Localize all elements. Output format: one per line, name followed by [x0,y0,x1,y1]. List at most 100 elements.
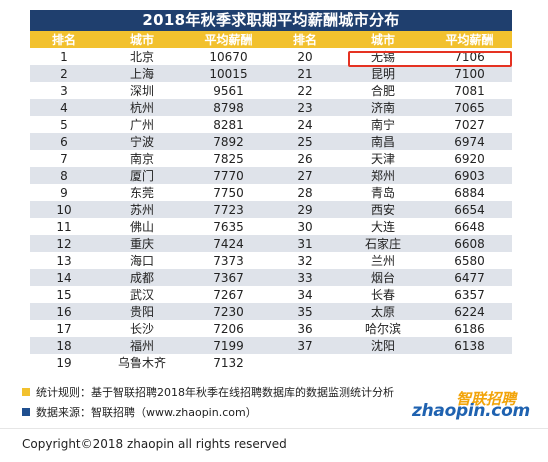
cell-city: 广州 [98,116,186,133]
table-title: 2018年秋季求职期平均薪酬城市分布 [30,10,512,31]
cell-rank: 27 [271,167,339,184]
cell-salary: 6884 [427,184,512,201]
cell-salary: 6974 [427,133,512,150]
cell-salary: 7424 [186,235,271,252]
cell-rank: 13 [30,252,98,269]
cell-rank: 1 [30,48,98,65]
header-city-right: 城市 [339,31,427,48]
cell-rank: 36 [271,320,339,337]
cell-rank: 7 [30,150,98,167]
cell-rank: 19 [30,354,98,371]
cell-salary: 8798 [186,99,271,116]
cell-rank: 31 [271,235,339,252]
cell-rank: 24 [271,116,339,133]
cell-rank: 26 [271,150,339,167]
header-salary-left: 平均薪酬 [186,31,271,48]
cell-salary: 10015 [186,65,271,82]
blue-square-icon [22,408,30,416]
yellow-square-icon [22,388,30,396]
table-row: 17 长沙 7206 36 哈尔滨 6186 [30,320,512,337]
cell-salary: 7635 [186,218,271,235]
note-rule-text: 统计规则：基于智联招聘2018年秋季在线招聘数据库的数据监测统计分析 [36,386,394,399]
cell-city: 南昌 [339,133,427,150]
note-rule: 统计规则：基于智联招聘2018年秋季在线招聘数据库的数据监测统计分析 [22,384,394,400]
cell-rank: 28 [271,184,339,201]
cell-salary: 7825 [186,150,271,167]
cell-salary: 6186 [427,320,512,337]
cell-city: 兰州 [339,252,427,269]
cell-rank: 17 [30,320,98,337]
table-row: 7 南京 7825 26 天津 6920 [30,150,512,167]
cell-city: 深圳 [98,82,186,99]
table-header-row: 排名 城市 平均薪酬 排名 城市 平均薪酬 [30,31,512,48]
cell-rank: 4 [30,99,98,116]
table-row: 19 乌鲁木齐 7132 [30,354,512,371]
footer-divider [0,428,548,429]
table-row: 14 成都 7367 33 烟台 6477 [30,269,512,286]
cell-salary: 6138 [427,337,512,354]
cell-salary: 6920 [427,150,512,167]
cell-rank: 29 [271,201,339,218]
cell-city: 郑州 [339,167,427,184]
table-row: 6 宁波 7892 25 南昌 6974 [30,133,512,150]
table-row: 18 福州 7199 37 沈阳 6138 [30,337,512,354]
cell-salary: 7723 [186,201,271,218]
cell-salary: 6224 [427,303,512,320]
table-row: 2 上海 10015 21 昆明 7100 [30,65,512,82]
cell-salary: 6580 [427,252,512,269]
cell-rank: 20 [271,48,339,65]
cell-salary: 10670 [186,48,271,65]
cell-city: 苏州 [98,201,186,218]
cell-salary: 9561 [186,82,271,99]
table-row: 13 海口 7373 32 兰州 6580 [30,252,512,269]
cell-city: 大连 [339,218,427,235]
table-body: 1 北京 10670 20 无锡 7106 2 上海 10015 21 昆明 7100 3 深圳 9561 2… [30,48,512,371]
cell-city: 昆明 [339,65,427,82]
cell-city: 哈尔滨 [339,320,427,337]
cell-salary: 6357 [427,286,512,303]
cell-city: 佛山 [98,218,186,235]
header-salary-right: 平均薪酬 [427,31,512,48]
cell-rank: 15 [30,286,98,303]
table-row: 11 佛山 7635 30 大连 6648 [30,218,512,235]
cell-salary: 6648 [427,218,512,235]
cell-salary: 6903 [427,167,512,184]
cell-rank: 25 [271,133,339,150]
cell-rank: 23 [271,99,339,116]
cell-rank: 32 [271,252,339,269]
cell-salary: 7027 [427,116,512,133]
note-source-text: 数据来源：智联招聘（www.zhaopin.com） [36,406,257,419]
cell-salary: 7199 [186,337,271,354]
cell-rank: 21 [271,65,339,82]
cell-rank: 33 [271,269,339,286]
cell-salary: 7106 [427,48,512,65]
cell-salary [427,354,512,371]
cell-city: 合肥 [339,82,427,99]
cell-salary: 7367 [186,269,271,286]
zhaopin-logo: 智联招聘 zhaopin.com [412,388,540,428]
cell-city: 宁波 [98,133,186,150]
cell-rank: 12 [30,235,98,252]
cell-salary: 7132 [186,354,271,371]
cell-salary: 7770 [186,167,271,184]
table-row: 15 武汉 7267 34 长春 6357 [30,286,512,303]
cell-city: 福州 [98,337,186,354]
cell-rank: 8 [30,167,98,184]
cell-city: 济南 [339,99,427,116]
cell-city: 武汉 [98,286,186,303]
cell-city: 重庆 [98,235,186,252]
cell-city: 贵阳 [98,303,186,320]
header-city-left: 城市 [98,31,186,48]
cell-salary: 7373 [186,252,271,269]
cell-salary: 7206 [186,320,271,337]
cell-salary: 7065 [427,99,512,116]
cell-salary: 7267 [186,286,271,303]
cell-rank: 22 [271,82,339,99]
cell-city: 无锡 [339,48,427,65]
table-row: 16 贵阳 7230 35 太原 6224 [30,303,512,320]
table-row: 12 重庆 7424 31 石家庄 6608 [30,235,512,252]
cell-rank: 11 [30,218,98,235]
cell-city: 厦门 [98,167,186,184]
cell-salary: 7750 [186,184,271,201]
cell-city: 沈阳 [339,337,427,354]
